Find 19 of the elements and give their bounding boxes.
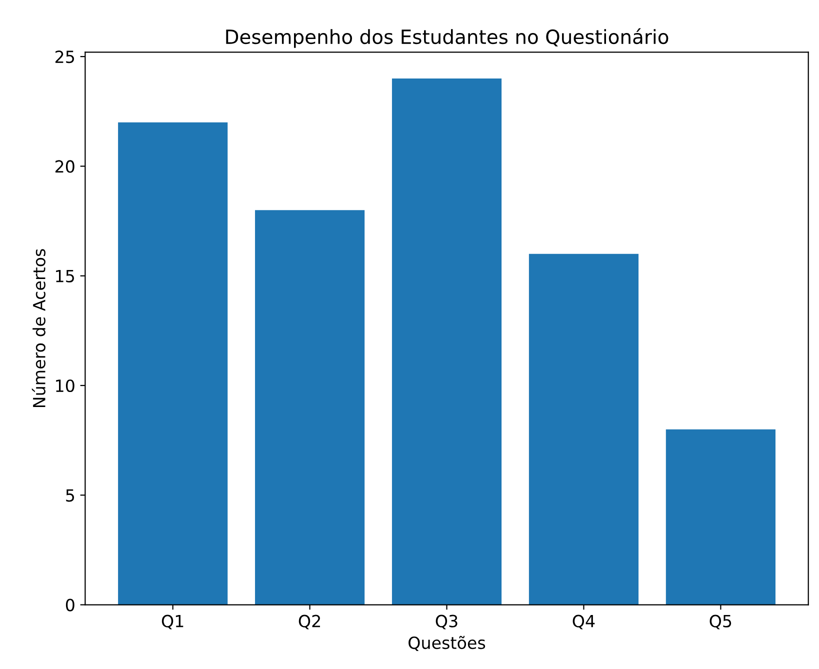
bar	[118, 122, 228, 605]
bar	[255, 210, 365, 605]
x-tick-label: Q3	[436, 614, 458, 630]
x-axis-title: Questões	[408, 636, 486, 651]
bar	[392, 78, 502, 605]
x-tick-label: Q5	[710, 614, 732, 630]
y-tick-label: 10	[56, 379, 74, 392]
chart-title: Desempenho dos Estudantes no Questionário	[226, 28, 668, 48]
bar	[666, 429, 776, 605]
x-tick-label: Q2	[298, 614, 320, 630]
y-axis-title: Número de Acertos	[32, 249, 46, 408]
bar	[528, 254, 639, 605]
x-tick-label: Q1	[162, 614, 184, 630]
y-tick-label: 20	[55, 160, 74, 173]
y-tick-label: 0	[66, 598, 74, 612]
x-tick-label: Q4	[572, 614, 595, 630]
y-tick-label: 15	[56, 270, 74, 282]
y-tick-label: 5	[66, 489, 74, 502]
y-tick-label: 25	[55, 50, 74, 64]
